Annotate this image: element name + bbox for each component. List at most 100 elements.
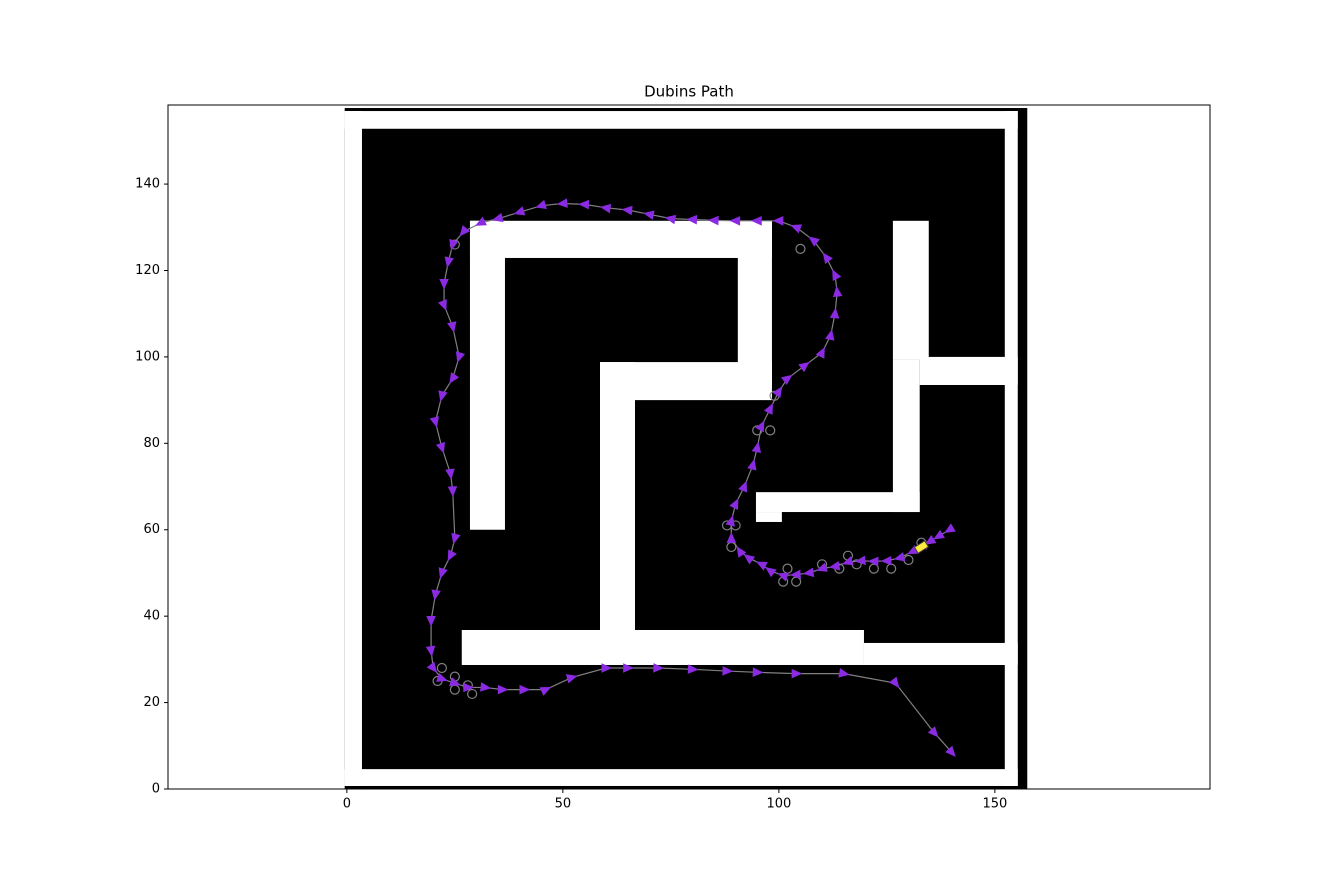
path-arrow xyxy=(451,532,461,545)
path-arrow xyxy=(621,205,633,216)
wall xyxy=(469,220,772,258)
path-arrow xyxy=(492,212,504,223)
wall xyxy=(461,629,864,665)
free-space xyxy=(344,108,1028,789)
path-arrow xyxy=(867,556,879,567)
path-arrow xyxy=(743,554,756,565)
path-arrow xyxy=(747,458,757,471)
x-tick-label: 100 xyxy=(766,797,791,812)
x-tick-label: 50 xyxy=(555,797,572,812)
path-arrow xyxy=(751,441,762,453)
wall xyxy=(469,220,505,530)
wall xyxy=(737,220,772,385)
path-arrow xyxy=(738,480,748,493)
wall xyxy=(1004,111,1018,786)
path-arrow xyxy=(802,567,815,578)
path-arrow xyxy=(445,468,455,480)
path-arrow xyxy=(556,198,568,208)
path-arrow xyxy=(838,668,850,678)
sample-point xyxy=(765,425,776,436)
path-arrow xyxy=(756,561,768,571)
path-arrow xyxy=(435,441,445,454)
path-arrow xyxy=(449,677,461,687)
path-arrow xyxy=(539,686,552,696)
path-arrow xyxy=(729,498,739,510)
x-tick-label: 0 xyxy=(343,797,351,812)
path-arrow xyxy=(643,210,655,220)
path-arrow xyxy=(425,645,436,657)
path-arrow xyxy=(459,225,471,237)
wall xyxy=(919,356,1018,385)
path-arrow xyxy=(653,663,665,673)
path-arrow xyxy=(449,239,459,251)
path-arrow xyxy=(475,216,487,226)
path-arrow xyxy=(772,386,783,398)
path-arrow xyxy=(924,534,937,545)
path-arrow xyxy=(944,523,956,533)
y-tick-label: 20 xyxy=(143,695,160,710)
path-arrow xyxy=(888,676,900,689)
path-arrow xyxy=(513,206,526,216)
path-arrow xyxy=(437,299,447,311)
path-arrow xyxy=(927,726,939,738)
path-arrow xyxy=(664,214,677,225)
sample-point xyxy=(795,243,806,254)
y-tick-label: 140 xyxy=(135,177,160,192)
wall xyxy=(892,220,929,360)
y-tick-label: 120 xyxy=(135,263,160,278)
y-tick-label: 80 xyxy=(143,436,160,451)
path-arrow xyxy=(763,403,774,415)
path-arrow xyxy=(438,390,448,402)
path-arrow xyxy=(777,572,790,582)
path-arrow xyxy=(436,672,448,682)
path-arrow xyxy=(829,307,840,319)
wall xyxy=(755,512,782,522)
path-arrow xyxy=(765,567,777,578)
path-arrow xyxy=(725,515,735,527)
x-tick-label: 150 xyxy=(982,797,1007,812)
path-arrow xyxy=(781,374,793,386)
wall xyxy=(892,359,920,513)
path-arrow xyxy=(729,216,741,226)
path-arrow xyxy=(449,372,460,384)
wall xyxy=(863,642,1018,665)
path-arrow xyxy=(519,684,531,695)
wall xyxy=(600,362,635,665)
path-arrow xyxy=(722,666,734,676)
path-arrow xyxy=(791,668,803,679)
path-arrow xyxy=(623,663,634,673)
path-arrow xyxy=(578,199,590,210)
path-arrow xyxy=(832,269,842,281)
vehicle xyxy=(913,540,930,554)
y-tick-label: 100 xyxy=(135,349,160,364)
path-arrow xyxy=(426,661,438,673)
chart-title: Dubins Path xyxy=(644,83,734,101)
path-arrow xyxy=(798,361,810,373)
path-arrow xyxy=(431,589,441,601)
path-arrow xyxy=(816,562,828,572)
path-arrow xyxy=(789,569,801,580)
path-arrow xyxy=(752,667,764,677)
path-arrow xyxy=(565,674,578,684)
path-arrow xyxy=(945,745,956,757)
path-arrow xyxy=(447,486,458,498)
path-arrow xyxy=(686,214,698,225)
path-arrow xyxy=(751,216,762,226)
path-arrow xyxy=(736,546,747,558)
path-arrow xyxy=(535,199,547,209)
path-arrow xyxy=(438,567,448,579)
y-tick-label: 40 xyxy=(143,609,160,624)
path-arrow xyxy=(447,321,457,333)
path-arrow xyxy=(790,224,803,234)
path-arrow xyxy=(601,663,613,673)
wall xyxy=(344,111,1018,129)
path-arrow xyxy=(933,529,946,540)
path-arrow xyxy=(808,236,820,247)
path-arrow xyxy=(825,329,835,341)
path-arrow xyxy=(854,555,866,566)
path-arrow xyxy=(463,682,475,693)
path-arrow xyxy=(893,552,906,562)
axes-frame xyxy=(167,104,1211,790)
